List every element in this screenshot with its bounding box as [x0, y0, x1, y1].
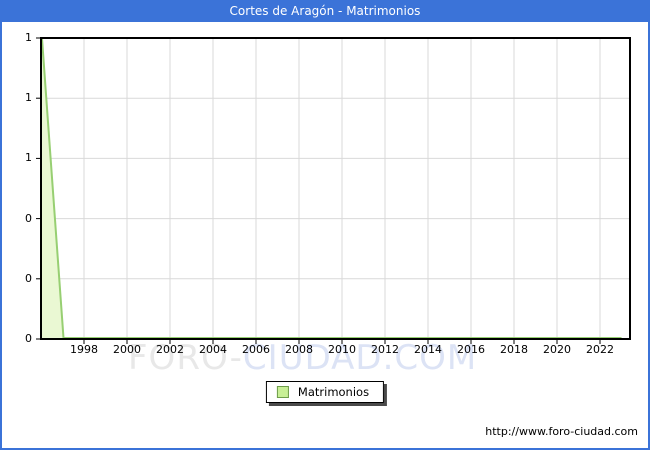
chart-title: Cortes de Aragón - Matrimonios [229, 4, 421, 18]
watermark-part2: CIUDAD.COM [242, 338, 478, 378]
watermark-part1: FORO- [128, 338, 243, 378]
x-tick-label: 2022 [586, 343, 614, 356]
plot-border [40, 37, 631, 340]
x-tick-label: 2016 [457, 343, 485, 356]
y-tick-label: 1 [25, 91, 32, 104]
x-tick-label: 2010 [328, 343, 356, 356]
y-axis-ticks [36, 37, 41, 340]
horizontal-gridlines [42, 97, 629, 280]
x-tick-label: 2020 [543, 343, 571, 356]
vertical-gridlines [83, 39, 601, 338]
x-tick-label: 2014 [414, 343, 442, 356]
x-tick-label: 2008 [285, 343, 313, 356]
x-tick-label: 1998 [70, 343, 98, 356]
x-tick-label: 2002 [156, 343, 184, 356]
foro-ciudad-watermark: FORO-CIUDAD.COM [128, 338, 477, 378]
site-url: http://www.foro-ciudad.com [485, 425, 638, 438]
x-tick-label: 2006 [242, 343, 270, 356]
x-tick-label: 2000 [113, 343, 141, 356]
y-tick-label: 1 [25, 31, 32, 44]
y-tick-label: 1 [25, 151, 32, 164]
matrimonios-legend-swatch-icon [276, 386, 289, 398]
y-tick-label: 0 [25, 272, 32, 285]
chart-title-bar: Cortes de Aragón - Matrimonios [0, 0, 650, 22]
y-tick-label: 0 [25, 212, 32, 225]
x-tick-label: 2018 [500, 343, 528, 356]
x-tick-label: 2004 [199, 343, 227, 356]
legend-label: Matrimonios [297, 385, 370, 399]
legend-box: Matrimonios [265, 381, 385, 403]
y-tick-label: 0 [25, 332, 32, 345]
x-tick-label: 2012 [371, 343, 399, 356]
matrimonios-area-line [41, 38, 622, 339]
x-axis-ticks [83, 339, 601, 344]
